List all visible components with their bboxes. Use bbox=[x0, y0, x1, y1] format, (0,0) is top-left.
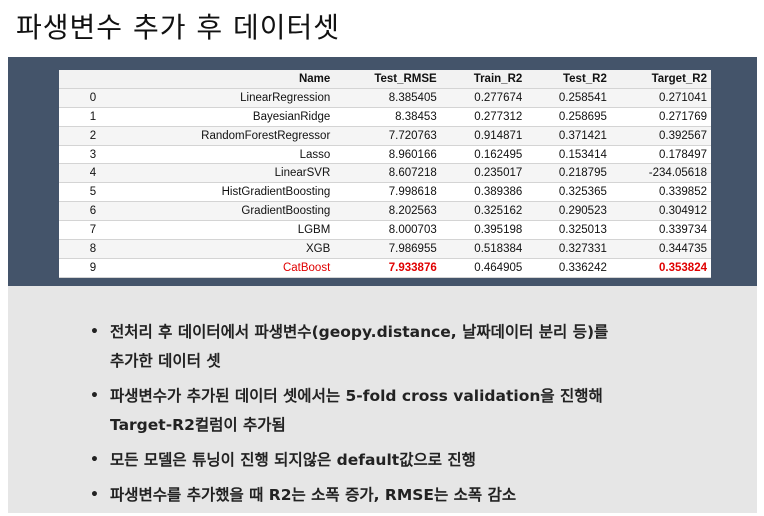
notes-background-band bbox=[8, 286, 757, 513]
table-row: 4 LinearSVR 8.607218 0.235017 0.218795 -234.0… bbox=[59, 163, 711, 184]
table-header-row: Name Test_RMSE Train_R2 Test_R2 Target_R… bbox=[59, 70, 711, 89]
cell-name: HistGradientBoosting bbox=[127, 182, 335, 203]
notes-bullet-list: • 전처리 후 데이터에서 파생변수(geopy.distance, 날짜데이터 … bbox=[90, 318, 710, 516]
cell-index: 0 bbox=[59, 88, 127, 108]
header-target-r2: Target_R2 bbox=[610, 70, 711, 89]
table-row: 1 BayesianRidge 8.38453 0.277312 0.258695 0.2… bbox=[59, 107, 711, 127]
cell-index: 4 bbox=[59, 163, 127, 184]
table-row: 6 GradientBoosting 8.202563 0.325162 0.29052… bbox=[59, 201, 711, 222]
cell-target-r2: 0.339734 bbox=[610, 220, 711, 241]
cell-test-r2: 0.153414 bbox=[526, 145, 611, 165]
table-row: 7 LGBM 8.000703 0.395198 0.325013 0.339734 bbox=[59, 220, 711, 241]
cell-name: Lasso bbox=[127, 145, 335, 165]
table-row: 2 RandomForestRegressor 7.720763 0.914871 0.… bbox=[59, 126, 711, 146]
cell-target-r2: 0.178497 bbox=[610, 145, 711, 165]
cell-target-r2: -234.05618 bbox=[610, 163, 711, 184]
bullet-text-continued: Target-R2컬럼이 추가됨 bbox=[110, 416, 286, 434]
cell-test-r2: 0.325013 bbox=[526, 220, 611, 241]
header-test-rmse: Test_RMSE bbox=[334, 70, 441, 89]
cell-test-rmse: 7.933876 bbox=[334, 258, 441, 278]
cell-name: LinearSVR bbox=[127, 163, 335, 184]
cell-name: GradientBoosting bbox=[127, 201, 335, 222]
bullet-text: 파생변수를 추가했을 때 R2는 소폭 증가, RMSE는 소폭 감소 bbox=[110, 486, 517, 504]
results-table: Name Test_RMSE Train_R2 Test_R2 Target_R… bbox=[59, 70, 711, 278]
table-row: 8 XGB 7.986955 0.518384 0.327331 0.344735 bbox=[59, 239, 711, 259]
bullet-dot-icon: • bbox=[90, 487, 99, 503]
cell-train-r2: 0.325162 bbox=[440, 201, 527, 222]
table-row: 9 CatBoost 7.933876 0.464905 0.336242 0.35382… bbox=[59, 258, 711, 278]
bullet-text: 파생변수가 추가된 데이터 셋에서는 5-fold cross validati… bbox=[110, 387, 603, 405]
cell-target-r2: 0.339852 bbox=[610, 182, 711, 203]
cell-test-rmse: 7.720763 bbox=[334, 126, 441, 146]
header-train-r2: Train_R2 bbox=[440, 70, 527, 89]
cell-test-rmse: 8.000703 bbox=[334, 220, 441, 241]
cell-test-rmse: 8.385405 bbox=[334, 88, 441, 108]
cell-target-r2: 0.304912 bbox=[610, 201, 711, 222]
cell-test-r2: 0.371421 bbox=[526, 126, 611, 146]
header-test-r2: Test_R2 bbox=[526, 70, 611, 89]
cell-name: CatBoost bbox=[127, 258, 335, 278]
slide-title: 파생변수 추가 후 데이터셋 bbox=[16, 11, 341, 44]
cell-index: 2 bbox=[59, 126, 127, 146]
header-index bbox=[59, 70, 127, 89]
cell-train-r2: 0.389386 bbox=[440, 182, 527, 203]
cell-target-r2: 0.353824 bbox=[610, 258, 711, 278]
cell-index: 5 bbox=[59, 182, 127, 203]
cell-name: BayesianRidge bbox=[127, 107, 335, 127]
bullet-dot-icon: • bbox=[90, 388, 99, 404]
cell-test-r2: 0.258541 bbox=[526, 88, 611, 108]
cell-test-rmse: 7.986955 bbox=[334, 239, 441, 259]
cell-index: 7 bbox=[59, 220, 127, 241]
cell-train-r2: 0.277674 bbox=[440, 88, 527, 108]
cell-index: 3 bbox=[59, 145, 127, 165]
cell-name: RandomForestRegressor bbox=[127, 126, 335, 146]
cell-train-r2: 0.235017 bbox=[440, 163, 527, 184]
cell-test-r2: 0.325365 bbox=[526, 182, 611, 203]
cell-test-r2: 0.258695 bbox=[526, 107, 611, 127]
bullet-text: 모든 모델은 튜닝이 진행 되지않은 default값으로 진행 bbox=[110, 451, 476, 469]
table-row: 3 Lasso 8.960166 0.162495 0.153414 0.178497 bbox=[59, 145, 711, 165]
cell-test-rmse: 8.38453 bbox=[334, 107, 441, 127]
bullet-dot-icon: • bbox=[90, 452, 99, 468]
cell-index: 1 bbox=[59, 107, 127, 127]
results-table-container: Name Test_RMSE Train_R2 Test_R2 Target_R… bbox=[59, 70, 711, 278]
cell-index: 8 bbox=[59, 239, 127, 259]
cell-test-rmse: 8.960166 bbox=[334, 145, 441, 165]
cell-train-r2: 0.518384 bbox=[440, 239, 527, 259]
cell-target-r2: 0.271769 bbox=[610, 107, 711, 127]
header-name: Name bbox=[127, 70, 335, 89]
cell-name: LinearRegression bbox=[127, 88, 335, 108]
cell-test-r2: 0.327331 bbox=[526, 239, 611, 259]
cell-index: 6 bbox=[59, 201, 127, 222]
cell-name: LGBM bbox=[127, 220, 335, 241]
cell-target-r2: 0.344735 bbox=[610, 239, 711, 259]
bullet-item: • 파생변수를 추가했을 때 R2는 소폭 증가, RMSE는 소폭 감소 bbox=[90, 481, 710, 510]
table-row: 5 HistGradientBoosting 7.998618 0.389386 0.3… bbox=[59, 182, 711, 203]
cell-test-rmse: 7.998618 bbox=[334, 182, 441, 203]
cell-target-r2: 0.271041 bbox=[610, 88, 711, 108]
bullet-dot-icon: • bbox=[90, 324, 99, 340]
cell-train-r2: 0.162495 bbox=[440, 145, 527, 165]
bullet-text-continued: 추가한 데이터 셋 bbox=[110, 352, 221, 370]
cell-train-r2: 0.464905 bbox=[440, 258, 527, 278]
cell-test-r2: 0.218795 bbox=[526, 163, 611, 184]
cell-train-r2: 0.914871 bbox=[440, 126, 527, 146]
cell-index: 9 bbox=[59, 258, 127, 278]
cell-test-rmse: 8.202563 bbox=[334, 201, 441, 222]
table-row: 0 LinearRegression 8.385405 0.277674 0.25854… bbox=[59, 88, 711, 108]
cell-test-rmse: 8.607218 bbox=[334, 163, 441, 184]
bullet-text: 전처리 후 데이터에서 파생변수(geopy.distance, 날짜데이터 분… bbox=[110, 323, 609, 341]
bullet-item: • 전처리 후 데이터에서 파생변수(geopy.distance, 날짜데이터 … bbox=[90, 318, 710, 376]
cell-name: XGB bbox=[127, 239, 335, 259]
bullet-item: • 모든 모델은 튜닝이 진행 되지않은 default값으로 진행 bbox=[90, 446, 710, 475]
bullet-item: • 파생변수가 추가된 데이터 셋에서는 5-fold cross validat… bbox=[90, 382, 710, 440]
cell-test-r2: 0.290523 bbox=[526, 201, 611, 222]
cell-target-r2: 0.392567 bbox=[610, 126, 711, 146]
cell-test-r2: 0.336242 bbox=[526, 258, 611, 278]
cell-train-r2: 0.395198 bbox=[440, 220, 527, 241]
cell-train-r2: 0.277312 bbox=[440, 107, 527, 127]
